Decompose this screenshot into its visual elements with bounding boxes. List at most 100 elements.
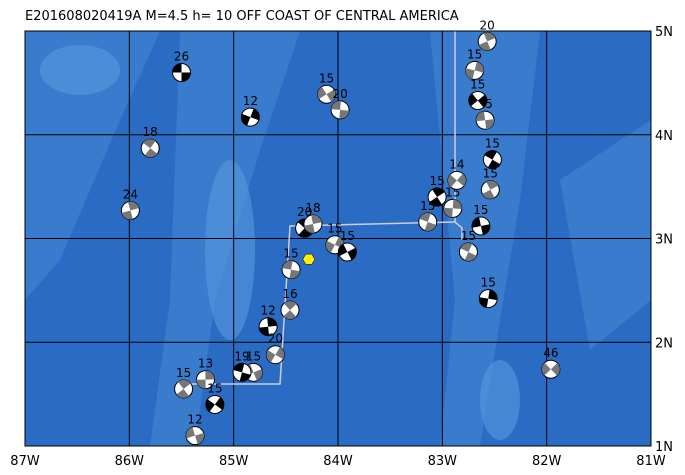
beachball-quadrant [478, 41, 491, 51]
depth-label: 15 [481, 276, 496, 290]
depth-label: 15 [207, 382, 222, 396]
beachball-quadrant [233, 363, 245, 373]
x-tick-label: 82W [532, 454, 562, 469]
x-tick-label: 87W [10, 454, 40, 469]
plate-boundary [180, 31, 456, 385]
beachball-quadrant [464, 251, 477, 261]
depth-label: 15 [485, 137, 500, 151]
beachball-quadrant [241, 113, 251, 126]
beachball-quadrant [275, 347, 285, 360]
beachball-quadrant [214, 397, 224, 410]
beachball-quadrant [456, 173, 466, 187]
focal-mechanism [325, 235, 345, 255]
focal-mechanism [447, 170, 467, 190]
beachball-quadrant [339, 109, 350, 119]
beachball-quadrant [144, 148, 158, 158]
events: 2618241215202018151515161220151915131512… [120, 18, 561, 446]
bathymetry-light [40, 45, 520, 440]
focal-mechanism [478, 289, 498, 309]
focal-mechanism [443, 198, 463, 218]
main-event [302, 253, 316, 265]
focal-mechanism [185, 426, 205, 446]
focal-mechanism [468, 91, 488, 111]
beachball-quadrant [121, 210, 133, 220]
depth-label: 26 [174, 50, 189, 64]
depth-label: 15 [483, 167, 498, 181]
beachball-quadrant [485, 119, 495, 130]
beachball-quadrant [282, 260, 293, 270]
depth-label: 15 [176, 366, 191, 380]
beachball-quadrant [447, 174, 457, 188]
focal-mechanism [418, 212, 438, 232]
beachball-quadrant [181, 72, 191, 82]
focal-mechanism [120, 200, 140, 220]
depth-label: 18 [305, 201, 320, 215]
focal-mechanism [172, 63, 191, 82]
beachball-quadrant [424, 221, 437, 231]
x-tick-label: 85W [219, 454, 249, 469]
beachball-quadrant [205, 399, 215, 412]
depth-label: 20 [268, 332, 283, 346]
depth-label: 12 [187, 413, 202, 427]
beachball-quadrant [304, 223, 315, 233]
x-tick-label: 86W [115, 454, 145, 469]
beachball-quadrant [484, 150, 497, 160]
focal-mechanism [482, 150, 502, 170]
beachball-quadrant [474, 61, 484, 73]
beachball-quadrant [432, 188, 445, 197]
focal-mechanism [541, 359, 561, 379]
depth-label: 12 [260, 304, 275, 318]
beachball-quadrant [283, 310, 297, 320]
beachball-quadrant [541, 362, 551, 376]
x-tick-label: 84W [323, 454, 353, 469]
depth-label: 20 [332, 87, 347, 101]
focal-mechanism [471, 216, 491, 236]
focal-mechanism [195, 370, 215, 390]
frame [24, 30, 652, 447]
beachball-quadrant [325, 240, 335, 253]
beachball-quadrant [482, 189, 495, 199]
beachball-quadrant [488, 289, 498, 301]
beachball-quadrant [239, 372, 251, 382]
depth-label: 15 [467, 47, 482, 61]
beachball-quadrant [267, 317, 277, 327]
beachball-quadrant [487, 159, 501, 169]
beachball-quadrant [443, 207, 453, 218]
focal-mechanism [240, 107, 260, 127]
focal-mechanism [205, 395, 225, 414]
beachball-quadrant [143, 139, 156, 149]
depth-label: 15 [470, 78, 485, 92]
beachball-quadrant [283, 301, 297, 311]
depth-label: 20 [480, 18, 495, 32]
beachball-quadrant [331, 100, 341, 110]
focal-mechanism [317, 84, 337, 104]
depth-label: 24 [123, 187, 138, 201]
y-tick-label: 2N [655, 336, 673, 351]
beachball-quadrant [127, 201, 139, 211]
focal-mechanism [140, 138, 160, 158]
focal-mechanism [174, 379, 194, 399]
beachball-quadrant [172, 63, 182, 73]
beachball-quadrant [176, 388, 190, 398]
focal-mechanism [330, 100, 350, 120]
beachball-quadrant [196, 379, 206, 389]
beachball-quadrant [476, 111, 486, 122]
beachball-quadrant [289, 269, 300, 279]
beachball-quadrant [253, 369, 263, 381]
depth-label: 14 [449, 157, 464, 171]
depth-label: 18 [143, 125, 158, 139]
beachball-quadrant [465, 68, 475, 80]
focal-mechanism [475, 110, 495, 130]
focal-mechanism [427, 187, 447, 207]
beachball-quadrant [347, 247, 357, 260]
beachball-quadrant [298, 228, 312, 238]
beachball-quadrant [471, 217, 481, 228]
depth-label: 15 [327, 222, 342, 236]
beachball-quadrant [205, 370, 215, 380]
x-tick-label: 81W [636, 454, 666, 469]
beachball-quadrant [338, 244, 348, 257]
y-tick-label: 4N [655, 129, 673, 144]
focal-mechanism [477, 31, 497, 51]
depth-label: 19 [234, 349, 249, 363]
